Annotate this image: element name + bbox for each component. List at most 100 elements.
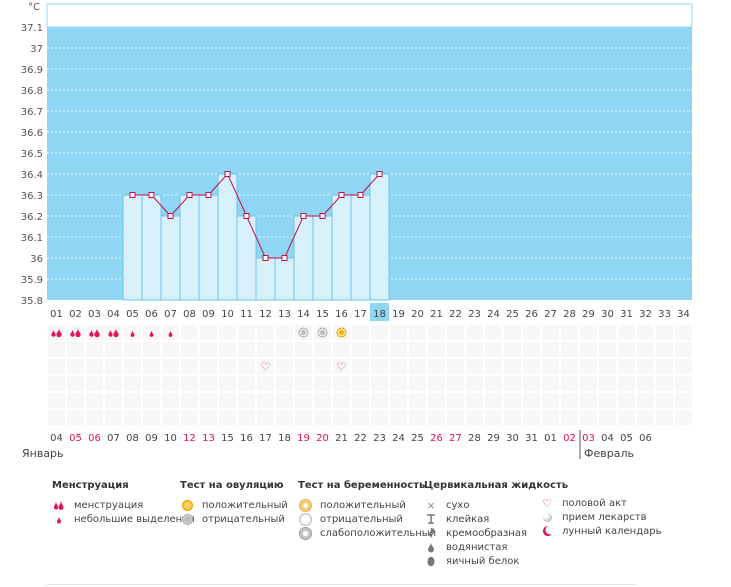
grid-cell	[162, 359, 179, 374]
y-tick-label: 36.6	[21, 128, 43, 139]
grid-cell	[86, 393, 103, 408]
grid-cell	[371, 342, 388, 357]
calendar-date-label: 18	[278, 433, 291, 444]
grid-cell	[86, 325, 103, 340]
grid-cell	[371, 410, 388, 425]
grid-cell	[637, 359, 654, 374]
cycle-day-label: 12	[259, 309, 272, 320]
grid-cell	[48, 376, 65, 391]
grid-cell	[67, 410, 84, 425]
cycle-day-label: 11	[240, 309, 253, 320]
grid-cell	[86, 342, 103, 357]
grid-cell	[257, 376, 274, 391]
month-row: Январь Февраль	[22, 430, 634, 460]
grid-cell	[447, 376, 464, 391]
grid-cell	[637, 393, 654, 408]
dry-icon: ×	[426, 498, 436, 512]
grid-cell	[162, 393, 179, 408]
cycle-day-label: 03	[88, 309, 101, 320]
temperature-bar	[331, 194, 352, 301]
legend-label: кремообразная	[446, 527, 527, 539]
grid-cell	[314, 410, 331, 425]
legend-item: × сухо	[424, 498, 568, 512]
grid-cell	[428, 393, 445, 408]
legend-label: отрицательный	[202, 513, 285, 525]
grid-cell	[371, 325, 388, 340]
grid-cell	[238, 410, 255, 425]
y-tick-label: 36.8	[21, 86, 43, 97]
grid-cell	[390, 393, 407, 408]
grid-cell	[561, 410, 578, 425]
calendar-date-label: 12	[183, 433, 196, 444]
temperature-bar	[122, 194, 143, 301]
calendar-date-label: 08	[126, 433, 139, 444]
menstruation-light-icon	[130, 330, 135, 337]
temperature-point	[224, 171, 231, 177]
grid-cell	[295, 376, 312, 391]
calendar-date-label: 30	[506, 433, 519, 444]
grid-cell	[637, 325, 654, 340]
ovulation-positive-icon	[336, 327, 347, 338]
y-tick-label: 36.7	[21, 107, 43, 118]
grid-cell	[485, 325, 502, 340]
temperature-point	[357, 192, 364, 198]
temperature-bar	[236, 215, 257, 301]
grid-cell	[219, 410, 236, 425]
legend-pregnancy: Тест на беременность положительный отриц…	[298, 480, 436, 540]
grid-cell	[276, 359, 293, 374]
calendar-date-label: 10	[164, 433, 177, 444]
temperature-bar	[369, 173, 390, 301]
grid-cell	[618, 393, 635, 408]
temperature-bar	[179, 194, 200, 301]
grid-cell	[181, 393, 198, 408]
grid-cell	[276, 410, 293, 425]
legend-label: лунный календарь	[562, 525, 662, 537]
grid-cell	[618, 410, 635, 425]
grid-cell	[48, 393, 65, 408]
grid-cell	[276, 325, 293, 340]
cycle-day-label: 09	[202, 309, 215, 320]
grid-cell	[219, 376, 236, 391]
temperature-point	[300, 213, 307, 219]
legend-title: Тест на беременность	[298, 480, 426, 491]
grid-cell	[561, 393, 578, 408]
grid-cell	[447, 410, 464, 425]
cycle-day-label: 14	[297, 309, 310, 320]
grid-cell	[105, 325, 122, 340]
grid-cell	[675, 325, 692, 340]
grid-cell	[352, 342, 369, 357]
temperature-bar	[198, 194, 219, 301]
cycle-day-label: 27	[544, 309, 557, 320]
grid-cell	[67, 325, 84, 340]
grid-cell	[276, 342, 293, 357]
y-tick-label: 36.3	[21, 191, 43, 202]
eggwhite-icon	[424, 555, 438, 567]
cycle-day-label: 02	[69, 309, 82, 320]
calendar-date-label: 06	[88, 433, 101, 444]
drop-shape	[149, 330, 154, 337]
grid-cell	[257, 342, 274, 357]
grid-cell	[561, 342, 578, 357]
temperature-point	[243, 213, 250, 219]
cycle-day-label: 18	[373, 309, 386, 320]
grid-cell	[276, 393, 293, 408]
menstruation-heavy-icon	[108, 328, 119, 338]
heart-icon: ♡	[261, 361, 271, 374]
grid-cell	[447, 359, 464, 374]
medicine-icon	[540, 511, 554, 523]
calendar-date-label: 06	[639, 433, 652, 444]
legend-label: слабоположительный	[320, 527, 437, 539]
month-label-january: Январь	[22, 447, 64, 460]
grid-cell	[675, 376, 692, 391]
month-label-february: Февраль	[584, 447, 634, 460]
grid-cell	[257, 410, 274, 425]
calendar-date-label: 25	[411, 433, 424, 444]
grid-cell	[466, 393, 483, 408]
moon-icon	[540, 525, 554, 537]
y-tick-label: 35.9	[21, 275, 43, 286]
grid-cell	[48, 342, 65, 357]
temperature-point	[376, 171, 383, 177]
legend-title: Цервикальная жидкость	[424, 480, 569, 491]
grid-cell	[504, 376, 521, 391]
calendar-date-label: 22	[354, 433, 367, 444]
